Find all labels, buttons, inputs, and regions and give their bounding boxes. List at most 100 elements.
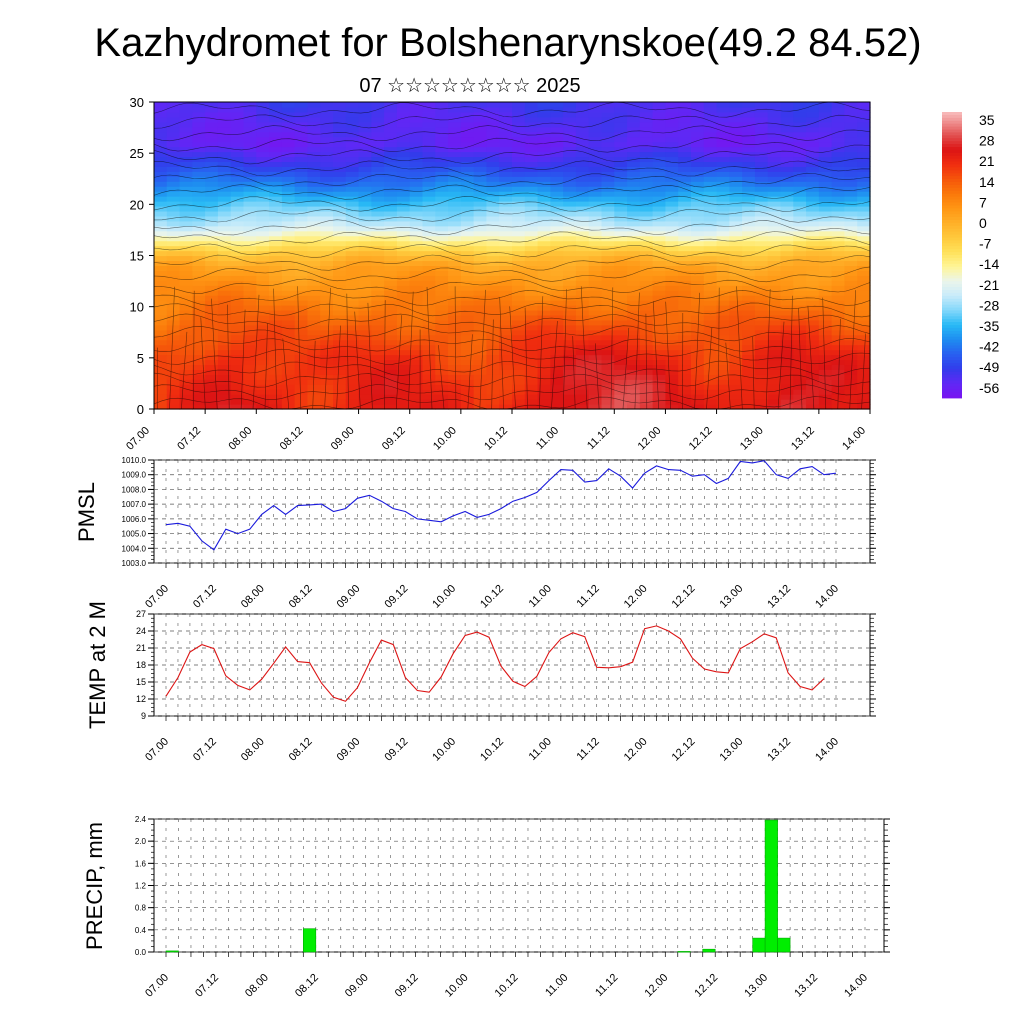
heatmap-cell [486, 285, 500, 291]
heatmap-cell [601, 146, 615, 153]
heatmap-cell [499, 235, 513, 242]
heatmap-cell [678, 230, 692, 237]
heatmap-cell [691, 136, 705, 143]
heatmap-cell [742, 379, 756, 385]
heatmap-cell [614, 334, 628, 341]
heatmap-cell [524, 329, 539, 336]
heatmap-cell [409, 344, 424, 351]
heatmap-cell [281, 354, 296, 361]
heatmap-cell [716, 260, 730, 266]
heatmap-cell [409, 166, 424, 172]
heatmap-cell [588, 210, 603, 217]
heatmap-cell [435, 235, 449, 242]
heatmap-cell [384, 255, 398, 262]
heatmap-cell [831, 364, 846, 370]
heatmap-cell [179, 394, 193, 400]
heatmap-cell [358, 319, 372, 326]
heatmap-cell [371, 161, 385, 167]
heatmap-cell [742, 285, 756, 291]
heatmap-cell [358, 151, 372, 158]
heatmap-cell [691, 201, 705, 207]
heatmap-cell [601, 404, 615, 410]
heatmap-cell [243, 404, 257, 410]
heatmap-cell [588, 191, 603, 197]
heatmap-cell [473, 314, 488, 321]
heatmap-cell [588, 186, 603, 192]
heatmap-cell [729, 285, 743, 291]
heatmap-cell [460, 314, 475, 321]
colorbar-swatch [942, 260, 962, 265]
heatmap-cell [448, 285, 462, 291]
streamline [153, 149, 871, 165]
heatmap-cell [703, 215, 718, 222]
heatmap-cell [217, 215, 232, 222]
heatmap-cell [716, 225, 730, 232]
heatmap-cell [179, 240, 193, 247]
heatmap-cell [499, 344, 513, 351]
heatmap-cell [371, 136, 385, 143]
heatmap-cell [320, 220, 334, 227]
heatmap-cell [818, 270, 833, 276]
heatmap-cell [486, 314, 500, 321]
heatmap-cell [857, 235, 871, 242]
heatmap-cell [550, 260, 564, 266]
heatmap-cell [806, 156, 820, 163]
heatmap-cell [205, 102, 219, 108]
heatmap-cell [678, 181, 692, 187]
heatmap-cell [460, 131, 475, 138]
heatmap-cell [422, 215, 436, 222]
colorbar-label: 28 [979, 133, 995, 149]
heatmap-cell [345, 210, 360, 217]
heatmap-cell [281, 329, 296, 336]
heatmap-cell [806, 250, 820, 257]
heatmap-cell [716, 319, 730, 326]
temp-y-tick-label: 9 [141, 711, 146, 721]
heatmap-cell [166, 394, 181, 400]
heatmap-cell [217, 245, 232, 252]
heatmap-cell [818, 181, 833, 187]
heatmap-cell [754, 191, 769, 197]
heatmap-cell [205, 349, 219, 356]
heatmap-cell [729, 309, 743, 316]
heatmap-cell [678, 314, 692, 321]
heatmap-cell [154, 300, 168, 306]
heatmap-cell [333, 295, 347, 301]
heatmap-cell [652, 171, 667, 177]
heatmap-cell [512, 354, 526, 361]
heatmap-cell [243, 181, 257, 187]
heatmap-cell [601, 245, 615, 252]
heatmap-cell [166, 300, 181, 306]
heatmap-cell [320, 136, 334, 143]
heatmap-cell [831, 339, 846, 346]
heatmap-cell [614, 329, 628, 336]
heatmap-cell [205, 166, 219, 172]
heatmap-cell [767, 349, 782, 356]
heatmap-cell [754, 384, 769, 390]
heatmap-cell [269, 166, 283, 172]
heatmap-cell [384, 215, 398, 222]
heatmap-cell [486, 161, 500, 167]
heatmap-cell [627, 121, 641, 128]
heatmap-cell [422, 151, 436, 158]
heatmap-cell [307, 102, 321, 108]
heatmap-cell [243, 240, 257, 247]
heatmap-cell [422, 106, 436, 113]
heatmap-cell [281, 399, 296, 405]
heatmap-cell [243, 255, 257, 262]
heatmap-cell [588, 324, 603, 331]
heatmap-cell [857, 369, 871, 375]
heatmap-cell [409, 270, 424, 276]
heatmap-cell [627, 186, 641, 192]
heatmap-cell [384, 290, 398, 296]
heatmap-cell [499, 111, 513, 118]
heatmap-cell [754, 260, 769, 266]
heatmap-cell [281, 191, 296, 197]
heatmap-cell [384, 191, 398, 197]
heatmap-cell [818, 121, 833, 128]
heatmap-cell [358, 245, 372, 252]
heatmap-cell [537, 181, 551, 187]
precip-y-tick-label: 1.2 [135, 882, 147, 891]
heatmap-cell [192, 394, 206, 400]
heatmap-cell [294, 309, 309, 316]
heatmap-cell [460, 205, 475, 212]
